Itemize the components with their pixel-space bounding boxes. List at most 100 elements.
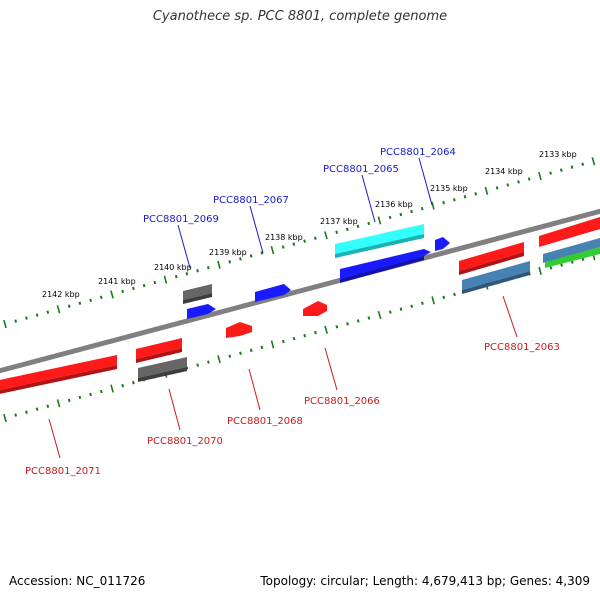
lower-ruler-tick [421,301,424,305]
lower-ruler-tick [324,325,328,334]
gene-feature-2068[interactable] [226,322,252,338]
upper-ruler-tick [185,272,189,276]
gene-feature-red-2063a[interactable] [459,242,524,275]
upper-ruler-tick [570,165,574,169]
gene-feature-green-right[interactable] [545,247,600,268]
upper-ruler-tick [292,242,296,246]
genome-backbone [0,208,600,374]
upper-ruler-tick [538,171,542,181]
gene-feature-2069[interactable] [187,304,216,319]
kbp-label-2139: 2139 kbp [209,248,247,257]
gene-feature-blue-long[interactable] [340,249,431,283]
label-leader-lines [48,157,518,459]
lower-ruler-tick [292,336,296,341]
upper-ruler-tick [559,168,563,172]
lower-ruler-tick [35,407,39,411]
upper-ruler-tick [410,209,413,214]
lower-ruler-tick [196,363,200,367]
gene-feature-grey-lower[interactable] [138,357,187,382]
upper-ruler-tick [217,260,221,269]
lower-ruler-tick [260,345,264,350]
lower-ruler-tick [78,395,82,400]
gene-label-2063[interactable]: PCC8801_2063 [484,342,560,353]
upper-ruler-tick [260,251,264,255]
gene-label-2069[interactable]: PCC8801_2069 [143,214,219,225]
upper-ruler-tick [313,236,317,240]
upper-ruler-tick [431,201,435,210]
upper-ruler-tick [3,319,7,329]
upper-ruler-tick [303,239,306,243]
gene-feature-2070[interactable] [136,338,182,363]
upper-ruler-tick [196,269,199,273]
upper-ruler-tick [549,171,552,175]
upper-ruler-tick [99,295,103,300]
upper-ruler-tick [56,305,61,314]
gene-feature-steel-right[interactable] [543,238,600,263]
lower-ruler-tick [239,351,242,355]
upper-ruler-tick [174,274,178,279]
upper-ruler-tick [132,286,135,291]
gene-label-2066[interactable]: PCC8801_2066 [304,396,380,407]
upper-ruler-tick [67,304,71,308]
gene-feature-red-right[interactable] [539,217,600,247]
kbp-label-2135: 2135 kbp [430,184,468,193]
map-title: Cyanothece sp. PCC 8801, complete genome [152,9,448,24]
gene-feature-2067[interactable] [255,284,291,302]
upper-ruler-tick [324,231,328,240]
upper-ruler-tick [153,280,157,285]
upper-ruler-tick [517,180,520,184]
upper-ruler-tick [25,316,28,320]
upper-ruler-tick [367,221,371,226]
upper-tick-ruler [3,157,596,329]
gene-feature-2063[interactable] [462,261,530,294]
gene-label-2064[interactable]: PCC8801_2064 [380,147,456,158]
upper-ruler-tick [249,254,253,258]
gene-label-2070[interactable]: PCC8801_2070 [147,436,223,447]
upper-ruler-tick [163,275,168,284]
upper-ruler-tick [239,257,242,261]
lower-ruler-tick [228,354,232,358]
accession-text: Accession: NC_011726 [9,574,146,588]
lower-ruler-tick [303,333,307,338]
upper-ruler-tick [495,186,499,190]
upper-ruler-tick [89,298,92,303]
upper-ruler-tick [35,313,39,317]
gene-label-2071[interactable]: PCC8801_2071 [25,466,101,477]
kbp-label-2142: 2142 kbp [42,290,80,299]
upper-ruler-tick [452,198,456,202]
kbp-label-2137: 2137 kbp [320,217,358,226]
lower-ruler-tick [56,399,61,408]
gene-feature-grey-upper[interactable] [183,284,212,304]
gene-features [0,217,600,395]
lower-ruler-tick [249,348,253,353]
gene-label-2068[interactable]: PCC8801_2068 [227,416,303,427]
kbp-label-group: 2142 kbp 2141 kbp 2140 kbp 2139 kbp 2138… [42,150,577,299]
kbp-label-2136: 2136 kbp [375,200,413,209]
lower-ruler-tick [367,316,371,320]
lower-ruler-tick [335,325,339,329]
upper-ruler-tick [281,245,285,249]
gene-feature-2065[interactable] [335,224,424,258]
upper-ruler-tick [474,192,478,196]
gene-label-2067[interactable]: PCC8801_2067 [213,195,289,206]
upper-ruler-tick [506,183,510,187]
gene-feature-2066[interactable] [303,301,327,316]
upper-ruler-tick [270,245,275,255]
upper-ruler-tick [399,212,403,217]
upper-ruler-tick [484,186,489,195]
gene-feature-2071[interactable] [0,355,117,395]
lower-ruler-tick [270,340,275,349]
lower-ruler-tick [453,292,456,297]
lower-ruler-tick [110,384,114,393]
gene-feature-2064[interactable] [435,237,450,251]
gene-label-2065[interactable]: PCC8801_2065 [323,164,399,175]
kbp-label-2140: 2140 kbp [154,263,192,272]
gene-labels: PCC8801_2071 PCC8801_2070 PCC8801_2069 P… [25,147,560,477]
upper-ruler-tick [46,310,50,314]
lower-ruler-tick [410,304,414,308]
upper-ruler-tick [206,266,210,270]
lower-ruler-tick [442,295,446,300]
upper-ruler-tick [14,319,18,323]
